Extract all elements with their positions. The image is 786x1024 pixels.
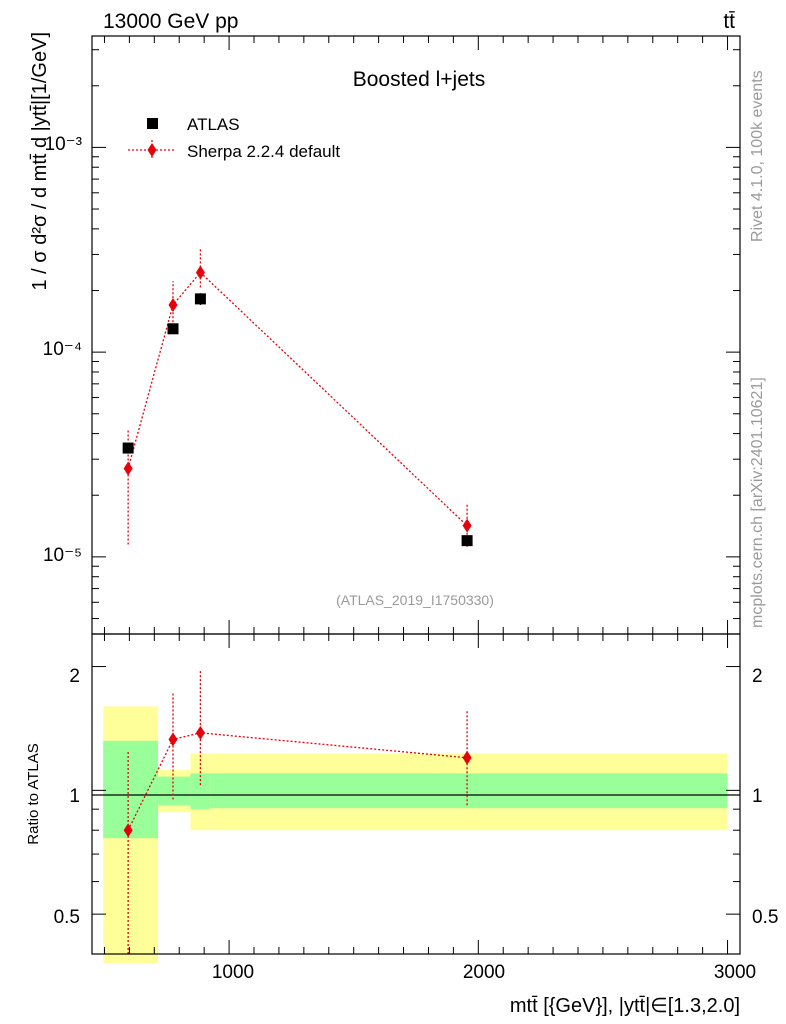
ratio-band-inner [158,776,191,806]
analysis-tag: (ATLAS_2019_I1750330) [336,592,494,608]
mcplots-label: mcplots.cern.ch [arXiv:2401.10621] [749,377,766,628]
legend-sherpa-marker [147,143,157,157]
main-title: Boosted l+jets [353,68,486,91]
atlas-point [122,442,134,454]
ratio-sherpa-point [462,750,472,765]
sherpa-line [127,271,468,527]
main-ytick-label: 10⁻³ [45,134,83,155]
ratio-ytick-label: 0.5 [54,907,80,928]
main-ylabel: 1 / σ d²σ / d mtt̄ d |ytt̄|[1/GeV] [29,32,51,291]
legend-atlas-marker [147,118,158,129]
ratio-ytick-label-right: 1 [752,786,763,807]
sherpa-point [462,518,472,533]
ratio-sherpa-point [195,725,205,740]
atlas-point [461,535,473,547]
ratio-ytick-label: 1 [69,786,80,807]
xtick-label: 3000 [714,962,756,983]
legend-atlas-label: ATLAS [187,115,240,134]
xtick-label: 1000 [212,962,254,983]
ratio-band-inner [190,773,211,810]
sherpa-point [195,265,205,280]
main-ytick-label: 10⁻⁴ [43,339,82,360]
ratio-band-inner [103,740,159,839]
main-ytick-label: 10⁻⁵ [43,545,82,566]
ratio-ytick-label: 2 [69,666,80,687]
energy-label: 13000 GeV pp [103,10,238,33]
ratio-ylabel: Ratio to ATLAS [25,743,42,844]
x-axis-label: mtt̄ [{GeV}], |ytt̄|∈[1.3,2.0] [510,995,740,1017]
main-panel: Boosted l+jets 10⁻³ 10⁻⁴ 10⁻⁵ 1 / σ d²σ … [29,32,741,635]
ratio-frame [91,633,741,955]
ratio-ytick-label-right: 2 [752,666,763,687]
atlas-point [194,293,206,305]
ratio-panel: 2 1 0.5 2 1 0.5 Ratio to ATLAS 1000 2000… [25,633,778,1017]
legend-sherpa-label: Sherpa 2.2.4 default [187,142,340,161]
ratio-sherpa-point [168,732,178,747]
process-label: tt̄ [723,10,735,33]
ratio-sherpa-point [123,823,133,838]
ratio-band-inner [210,773,728,809]
sherpa-point [168,297,178,312]
legend: ATLAS Sherpa 2.2.4 default [128,115,340,161]
rivet-label: Rivet 4.1.0, 100k events [749,70,766,242]
sherpa-point [123,461,133,476]
atlas-point [167,323,179,335]
xtick-label: 2000 [463,962,505,983]
ratio-ytick-label-right: 0.5 [752,907,778,928]
